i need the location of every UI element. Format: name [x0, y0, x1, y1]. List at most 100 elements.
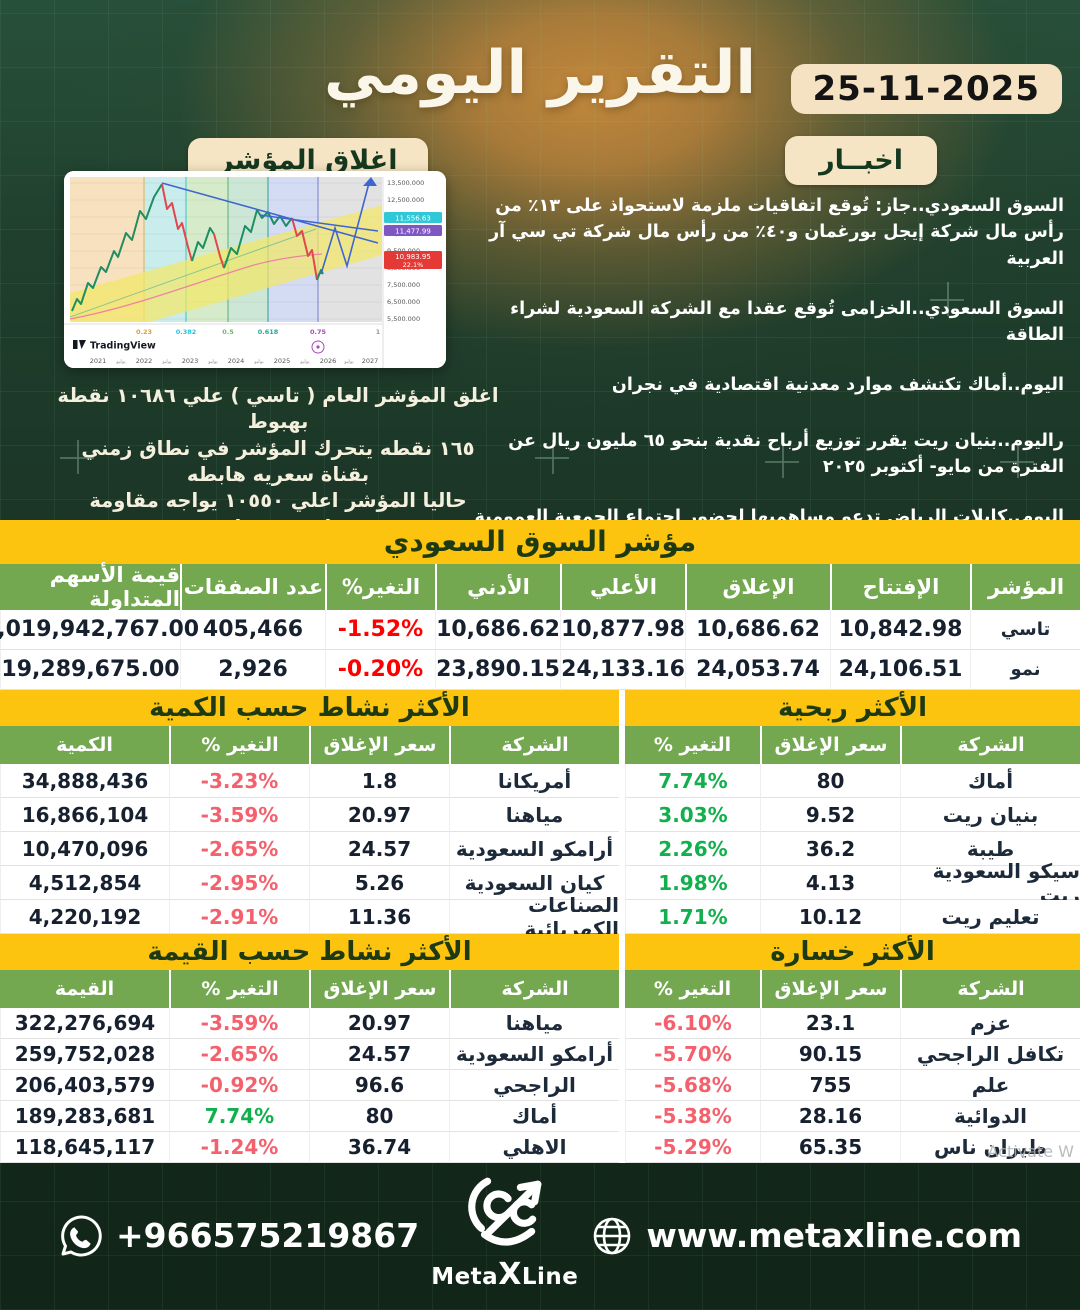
- table-cell: 259,752,028: [0, 1039, 169, 1070]
- table-cell: 24,053.74: [685, 650, 830, 690]
- table-cell: 118,645,117: [0, 1132, 169, 1163]
- column-header: الشركة: [900, 970, 1080, 1008]
- column-header: التغير %: [625, 726, 760, 764]
- table-cell: الدوائية: [900, 1101, 1080, 1132]
- table-cell: 23,890.15: [435, 650, 560, 690]
- most-active-value-table: الأكثر نشاط حسب القيمة الشركة سعر الإغلا…: [0, 934, 619, 1163]
- table-cell: -3.23%: [169, 764, 309, 798]
- caption-line: ١٦٥ نقطه يتحرك المؤشر في نطاق زمني: [81, 436, 475, 460]
- table-cell: نمو: [970, 650, 1080, 690]
- table-cell: 80: [309, 1101, 449, 1132]
- table-cell: أماك: [900, 764, 1080, 798]
- table-cell: الصناعات الكهربائية: [449, 893, 619, 941]
- news-section-badge: اخبــار: [785, 136, 937, 185]
- grid-cross: [1000, 444, 1034, 478]
- globe-icon: [594, 1217, 631, 1254]
- table-cell: علم: [900, 1070, 1080, 1101]
- table-cell: تكافل الراجحي: [900, 1039, 1080, 1070]
- table-cell: 10,842.98: [830, 610, 970, 650]
- table-cell: -5.29%: [625, 1132, 760, 1163]
- table-cell: 10,470,096: [0, 832, 169, 866]
- news-item: السوق السعودي..الخزامى تُوقع عقدا مع الش…: [510, 298, 1064, 345]
- table-cell: 16,866,104: [0, 798, 169, 832]
- news-item: اليوم..أماك تكتشف موارد معدنية اقتصادية …: [611, 375, 1064, 396]
- table-cell: -5.70%: [625, 1039, 760, 1070]
- table-cell: 24.57: [309, 832, 449, 866]
- grid-cross: [535, 440, 569, 474]
- column-header: الإفتتاح: [830, 564, 970, 610]
- table-cell: -6.10%: [625, 1008, 760, 1039]
- year-tick: 2022: [136, 357, 153, 365]
- most-profitable-table: الأكثر ربحية الشركة سعر الإغلاق التغير %…: [625, 690, 1080, 934]
- table-cell: بنيان ريت: [900, 798, 1080, 832]
- table-row: سيكو السعودية ريت 4.13 1.98%: [625, 859, 1080, 907]
- column-header: سعر الإغلاق: [309, 970, 449, 1008]
- table-cell: عزم: [900, 1008, 1080, 1039]
- activate-watermark: Activate W: [987, 1142, 1074, 1161]
- caption-line: بقناة سعريه هابطه: [186, 462, 370, 486]
- price-tick: 5,500.000: [387, 315, 420, 323]
- brand-name: MetaXLine: [431, 1257, 579, 1292]
- table-cell: مياهنا: [449, 798, 619, 832]
- table-cell: 7.74%: [625, 764, 760, 798]
- column-header: الكمية: [0, 726, 169, 764]
- price-tick: 7,500.000: [387, 281, 420, 289]
- table-row: عزم 23.1 -6.10%: [625, 1008, 1080, 1039]
- price-tick: 13,500.000: [387, 179, 424, 187]
- table-cell: 1.8: [309, 764, 449, 798]
- month-tick: يوليو: [115, 359, 126, 365]
- table-cell: -5.38%: [625, 1101, 760, 1132]
- table-title: الأكثر ربحية: [625, 690, 1080, 726]
- website-url: www.metaxline.com: [646, 1216, 1022, 1255]
- table-cell: 20.97: [309, 798, 449, 832]
- table-cell: 206,403,579: [0, 1070, 169, 1101]
- table-row: تاسي 10,842.98 10,686.62 10,877.98 10,68…: [0, 610, 1080, 650]
- table-cell: -2.65%: [169, 1039, 309, 1070]
- table-cell: طيران ناس: [900, 1132, 1080, 1163]
- fib-label: 0.618: [258, 328, 279, 336]
- caption-line: اغلق المؤشر العام ( تاسي ) علي ١٠٦٨٦ نقط…: [57, 384, 499, 434]
- table-cell: 405,466: [180, 610, 325, 650]
- table-row: أماك 80 7.74% 189,283,681: [0, 1101, 619, 1132]
- table-cell: 755: [760, 1070, 900, 1101]
- table-row: الراجحي 96.6 -0.92% 206,403,579: [0, 1070, 619, 1101]
- year-tick: 2026: [320, 357, 337, 365]
- table-cell: 10,686.62: [435, 610, 560, 650]
- column-header: قيمة الأسهم المتداولة: [0, 563, 180, 611]
- metaxline-logo-icon: [467, 1177, 542, 1246]
- table-cell: 65.35: [760, 1132, 900, 1163]
- table-row: أماك 80 7.74%: [625, 764, 1080, 798]
- svg-text:TradingView: TradingView: [90, 341, 156, 352]
- index-table-header: المؤشر الإفتتاح الإغلاق الأعلي الأدني ال…: [0, 563, 1080, 611]
- month-tick: يوليو: [299, 359, 310, 365]
- footer: +966575219867 MetaXLine: [0, 1161, 1080, 1310]
- column-header: الشركة: [449, 726, 619, 764]
- table-cell: تعليم ريت: [900, 900, 1080, 934]
- column-header: سعر الإغلاق: [309, 726, 449, 764]
- year-tick: 2027: [362, 357, 379, 365]
- table-cell: أرامكو السعودية: [449, 1039, 619, 1070]
- fib-label: 1: [376, 328, 381, 336]
- table-cell: 2,926: [180, 650, 325, 690]
- month-tick: يوليو: [161, 359, 172, 365]
- fib-label: 0.23: [136, 328, 152, 336]
- column-header: القيمة: [0, 970, 169, 1008]
- column-header: التغير %: [169, 970, 309, 1008]
- table-cell: 90.15: [760, 1039, 900, 1070]
- table-row: الاهلي 36.74 -1.24% 118,645,117: [0, 1132, 619, 1163]
- fib-label: 0.382: [176, 328, 197, 336]
- table-row: تعليم ريت 10.12 1.71%: [625, 900, 1080, 934]
- table-row: طيبة 36.2 2.26%: [625, 832, 1080, 866]
- table-cell: 20.97: [309, 1008, 449, 1039]
- price-chip-red-pct: 22.1%: [403, 261, 424, 269]
- price-chip-cyan: 11,556.63: [395, 215, 431, 223]
- grid-cross: [60, 440, 94, 474]
- table-row: مياهنا 20.97 -3.59% 322,276,694: [0, 1008, 619, 1039]
- column-header: سعر الإغلاق: [760, 726, 900, 764]
- biggest-losers-table: الأكثر خسارة الشركة سعر الإغلاق التغير %…: [625, 934, 1080, 1163]
- table-cell: -1.24%: [169, 1132, 309, 1163]
- year-tick: 2023: [182, 357, 199, 365]
- table-cell: أمريكانا: [449, 764, 619, 798]
- report-date-badge: 25-11-2025: [790, 64, 1062, 114]
- table-cell: -1.52%: [325, 610, 435, 650]
